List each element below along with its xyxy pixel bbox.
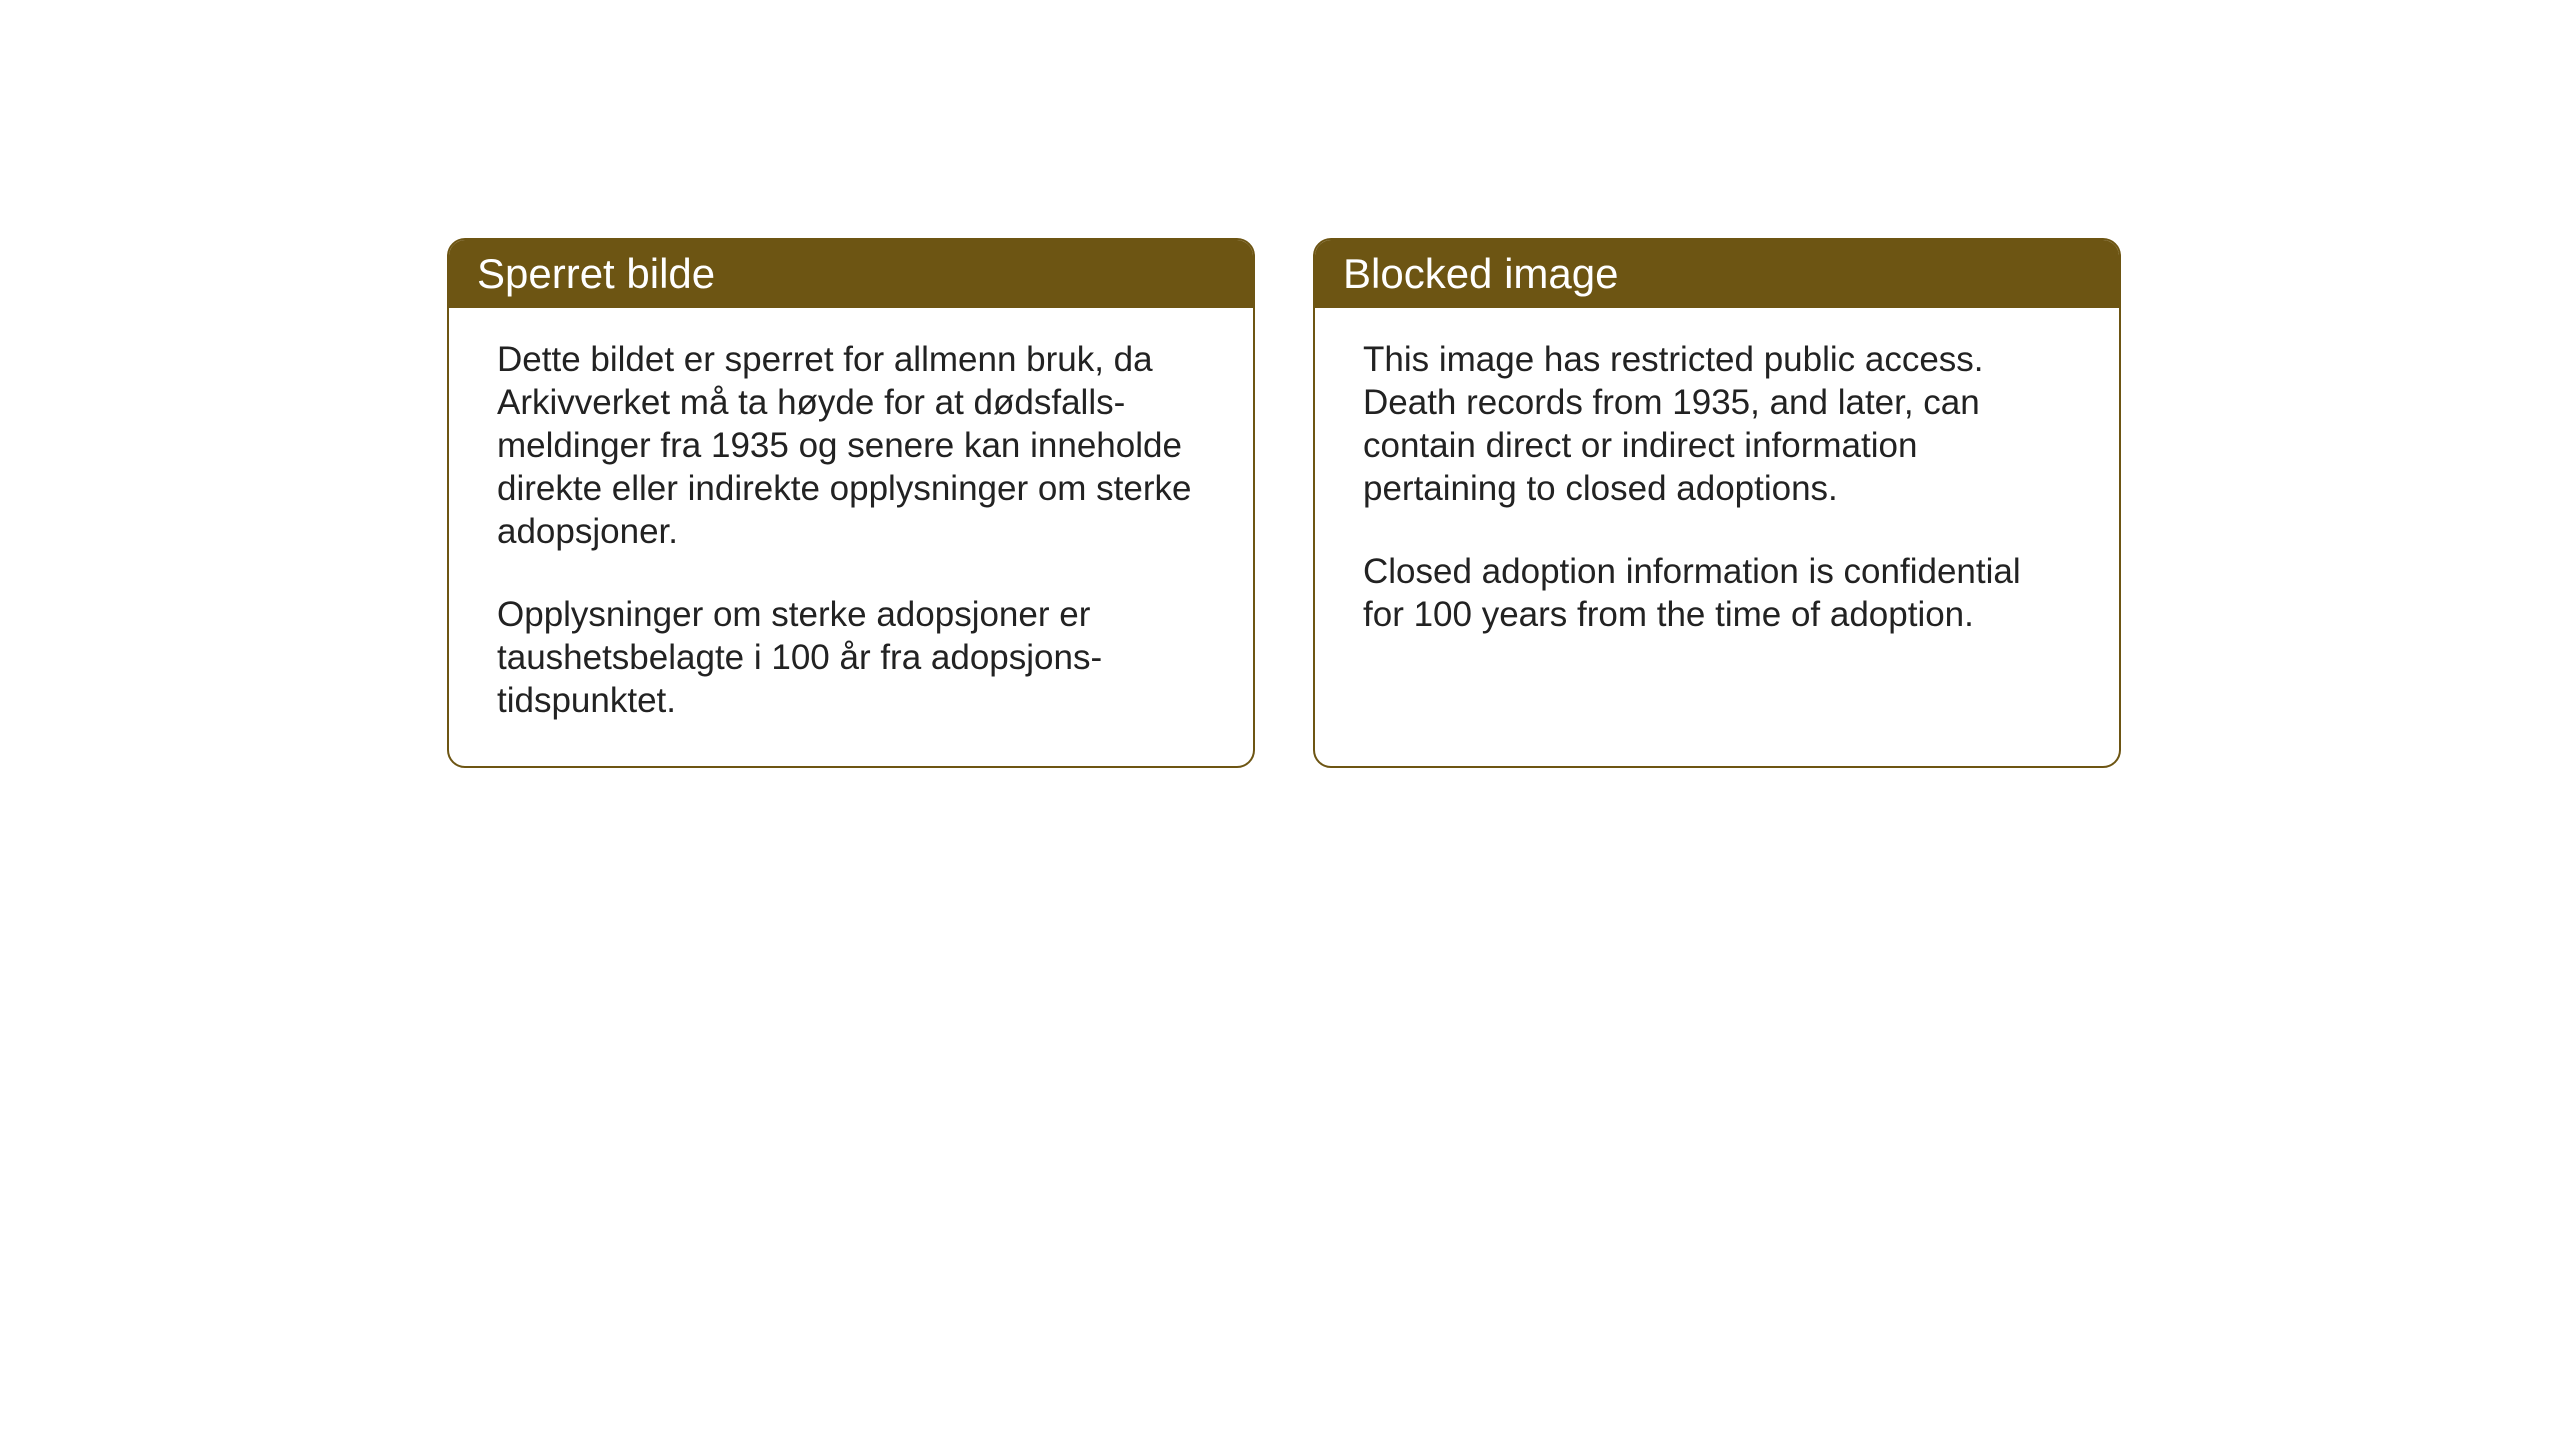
card-title: Sperret bilde xyxy=(477,250,715,297)
card-paragraph: Opplysninger om sterke adopsjoner er tau… xyxy=(497,593,1205,722)
card-paragraph: Dette bildet er sperret for allmenn bruk… xyxy=(497,338,1205,553)
notice-cards-container: Sperret bilde Dette bildet er sperret fo… xyxy=(447,238,2121,768)
card-paragraph: Closed adoption information is confident… xyxy=(1363,550,2071,636)
notice-card-norwegian: Sperret bilde Dette bildet er sperret fo… xyxy=(447,238,1255,768)
card-body-norwegian: Dette bildet er sperret for allmenn bruk… xyxy=(449,308,1253,766)
card-body-english: This image has restricted public access.… xyxy=(1315,308,2119,680)
notice-card-english: Blocked image This image has restricted … xyxy=(1313,238,2121,768)
card-header-english: Blocked image xyxy=(1315,240,2119,308)
card-header-norwegian: Sperret bilde xyxy=(449,240,1253,308)
card-title: Blocked image xyxy=(1343,250,1618,297)
card-paragraph: This image has restricted public access.… xyxy=(1363,338,2071,510)
